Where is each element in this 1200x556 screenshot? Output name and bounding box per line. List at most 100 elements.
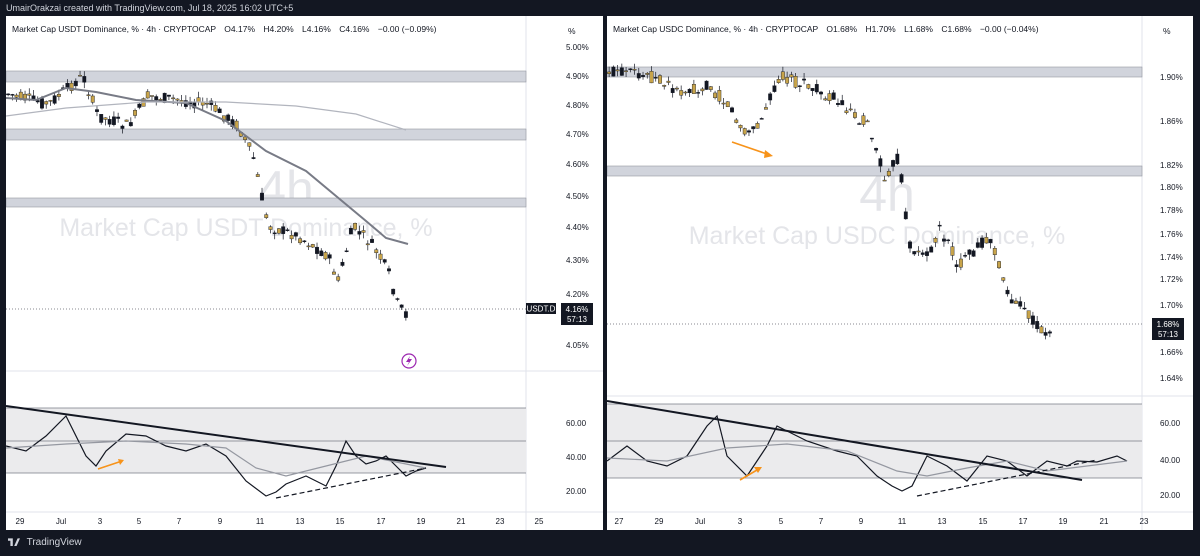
price-tick-label: 1.80% (1160, 183, 1183, 192)
time-tick-label: 11 (898, 517, 907, 526)
footer-bar: TradingView (0, 530, 1200, 556)
candle-body (611, 66, 616, 77)
watermark-symbol: Market Cap USDT Dominance, % (59, 214, 432, 242)
candle-body (700, 88, 705, 92)
resistance-zone-1[interactable] (607, 66, 1143, 78)
price-tick-label: 1.78% (1160, 206, 1183, 215)
candle-body (865, 120, 870, 123)
candle-body (332, 271, 336, 275)
time-tick-label: 21 (457, 517, 466, 526)
candle-body (615, 69, 620, 72)
price-tick-label: 1.86% (1160, 117, 1183, 126)
candle-body (56, 93, 61, 97)
candle-body (971, 250, 976, 257)
candle-body (776, 79, 781, 83)
price-tick-label: 1.72% (1160, 275, 1183, 284)
time-tick-label: 25 (535, 517, 544, 526)
oscillator-axis[interactable]: 60.00 40.00 20.00 (566, 419, 587, 496)
candle-body (857, 123, 862, 125)
candle-body (27, 93, 32, 96)
candle-body (116, 116, 121, 119)
price-axis[interactable]: 5.00% 4.90% 4.80% 4.70% 4.60% 4.50% 4.40% 4.30%… (566, 43, 589, 350)
candle-body (823, 98, 828, 101)
candle-body (717, 90, 722, 102)
arrow-annotation[interactable] (731, 141, 768, 155)
candle-body (797, 85, 802, 87)
candle-body (836, 103, 840, 105)
footer-brand: TradingView (26, 537, 82, 548)
usdc-chart-canvas[interactable]: 4h Market Cap USDC Dominance, % 1.90%1.8… (607, 16, 1193, 530)
usdt-chart-canvas[interactable]: 4h Market Cap USDT Dominance, % 5.00% 4.9… (6, 16, 603, 530)
percent-scale-button[interactable]: % (1163, 26, 1171, 36)
time-tick-label: 23 (496, 517, 505, 526)
candle-body (980, 237, 984, 248)
candle-body (967, 249, 972, 255)
candle-body (82, 76, 87, 83)
candle-body (35, 100, 40, 103)
candle-body (1031, 315, 1035, 325)
legend-high: H4.20% (263, 24, 294, 34)
watermark-symbol: Market Cap USDC Dominance, % (689, 222, 1066, 250)
trendline-resistance[interactable] (607, 400, 1083, 481)
time-axis[interactable]: 27 29 Jul 3 5 7 9 11 13 15 17 19 21 23 (615, 517, 1149, 526)
candle-body (357, 231, 362, 235)
price-tick-label: 4.50% (566, 192, 589, 201)
price-tick-label: 1.70% (1160, 301, 1183, 310)
candle-body (975, 242, 980, 248)
time-tick-label: 5 (779, 517, 784, 526)
resistance-zone-2[interactable] (6, 128, 527, 141)
legend-symbol: Market Cap USDC Dominance, % · 4h · CRYP… (613, 24, 819, 34)
price-axis[interactable]: 1.90% 1.86% 1.82% 1.80% 1.78% 1.76% 1.74% 1.72%… (1160, 73, 1183, 383)
candle-body (683, 91, 688, 94)
candle-body (869, 137, 874, 140)
trendline-resistance[interactable] (6, 405, 447, 468)
resistance-zone-2[interactable] (607, 165, 1143, 177)
candle-body (751, 126, 756, 130)
candle-body (713, 92, 717, 99)
time-axis[interactable]: 29 Jul 3 5 7 9 11 13 15 17 19 21 23 25 (16, 517, 544, 526)
candle-body (1035, 321, 1040, 330)
time-tick-label: 29 (16, 517, 25, 526)
arrow-annotation-osc[interactable] (739, 469, 758, 481)
oscillator-axis[interactable]: 60.00 40.00 20.00 (1160, 419, 1181, 500)
symbol-legend[interactable]: Market Cap USDT Dominance, % · 4h · CRYP… (12, 24, 436, 34)
candle-body (145, 91, 150, 99)
bar-countdown: 57:13 (1158, 330, 1179, 339)
candle-body (348, 228, 353, 235)
candle-body (853, 112, 857, 118)
resistance-zone-3[interactable] (6, 197, 527, 208)
trendline-support[interactable] (916, 459, 1098, 497)
moving-average-long (6, 101, 407, 131)
candle-body (340, 261, 345, 266)
usdc-dominance-chart[interactable]: 4h Market Cap USDC Dominance, % 1.90% 1.8… (607, 16, 1193, 530)
candle-body (78, 75, 82, 77)
candle-body (95, 109, 99, 112)
candle-body (336, 276, 341, 281)
candle-body (154, 96, 159, 101)
price-tick-label: 1.90% (1160, 73, 1183, 82)
trendline-support[interactable] (275, 467, 427, 499)
candle-body (272, 232, 277, 235)
candle-body (1018, 301, 1023, 307)
price-tag-bg (561, 303, 593, 325)
bar-countdown: 57:13 (567, 315, 588, 324)
price-tick-label: 4.20% (566, 290, 589, 299)
candle-body (150, 95, 154, 97)
percent-scale-button[interactable]: % (568, 26, 576, 36)
arrow-annotation[interactable] (97, 460, 123, 470)
candle-body (764, 107, 768, 110)
candle-body (370, 238, 374, 243)
time-tick-label: 17 (1019, 517, 1028, 526)
lightning-icon[interactable] (401, 353, 417, 369)
candle-body (353, 222, 358, 230)
legend-open: O1.68% (826, 24, 858, 34)
oscillator-tick-label: 20.00 (566, 487, 587, 496)
symbol-legend[interactable]: Market Cap USDC Dominance, % · 4h · CRYP… (613, 24, 1039, 34)
candle-body (226, 114, 231, 121)
oscillator-line (607, 414, 1128, 492)
resistance-zone-1[interactable] (6, 70, 527, 83)
time-tick-label: Jul (695, 517, 705, 526)
candle-body (687, 88, 692, 93)
legend-open: O4.17% (224, 24, 256, 34)
usdt-dominance-chart[interactable]: 4h Market Cap USDT Dominance, % 5.00% 4.9… (6, 16, 603, 530)
